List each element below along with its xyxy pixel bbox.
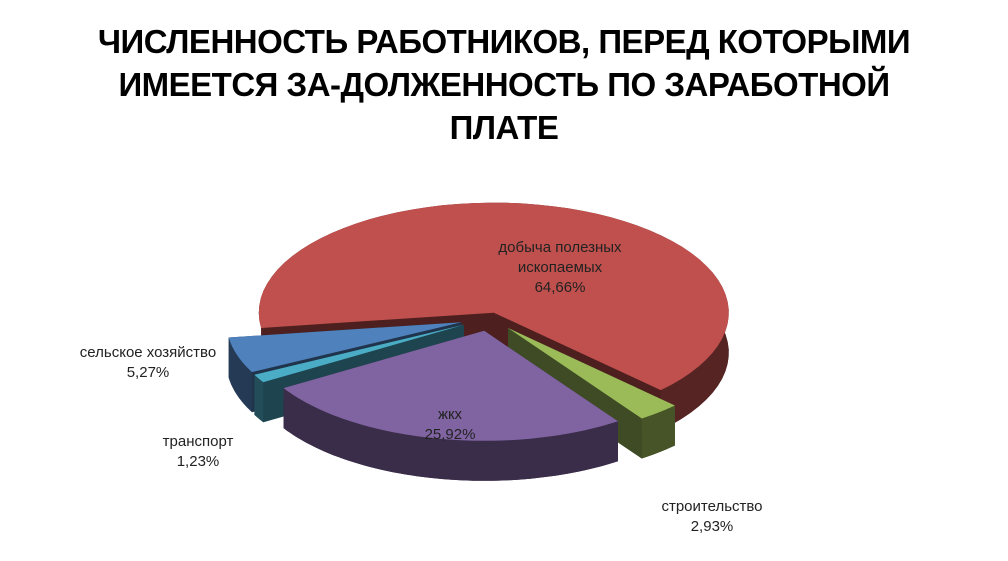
value-label: 25,92% xyxy=(424,426,476,443)
value-label: 5,27% xyxy=(126,364,170,381)
category-label: добыча полезных ископаемых xyxy=(498,239,622,276)
slice xyxy=(228,322,462,373)
category-label: жкх xyxy=(437,406,463,423)
data-label: строительство 2,93% xyxy=(632,497,792,537)
slice-side xyxy=(228,337,252,413)
slice xyxy=(258,202,729,391)
slice-side xyxy=(283,388,618,481)
slice xyxy=(254,324,464,383)
slice-side xyxy=(254,374,264,423)
category-label: сельское хозяйство xyxy=(79,344,217,361)
value-label: 2,93% xyxy=(690,518,734,535)
slice-side xyxy=(258,202,729,431)
data-label: транспорт 1,23% xyxy=(128,432,268,472)
category-label: строительство xyxy=(661,498,763,515)
value-label: 1,23% xyxy=(176,453,220,470)
slice-side xyxy=(641,405,675,459)
value-label: 64,66% xyxy=(534,279,586,296)
data-label: сельское хозяйство 5,27% xyxy=(48,343,248,383)
category-label: транспорт xyxy=(162,433,234,450)
chart-title: ЧИСЛЕННОСТЬ РАБОТНИКОВ, ПЕРЕД КОТОРЫМИ И… xyxy=(97,23,911,146)
data-label: добыча полезных ископаемых 64,66% xyxy=(465,238,655,298)
slice xyxy=(283,330,618,441)
slice xyxy=(508,328,675,419)
data-label: жкх 25,92% xyxy=(390,405,510,445)
